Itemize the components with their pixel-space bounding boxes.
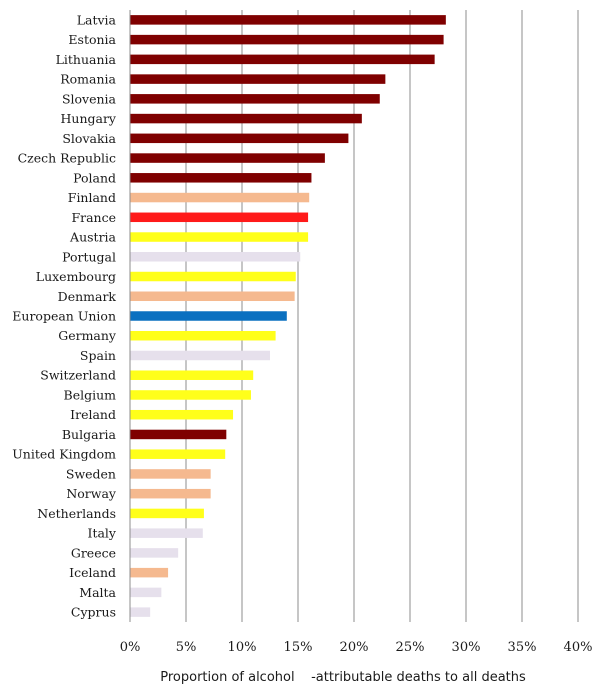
x-tick-label: 20% — [340, 640, 369, 655]
category-label: European Union — [12, 309, 116, 324]
x-tick-label: 10% — [228, 640, 257, 655]
category-label: Poland — [73, 170, 116, 185]
bar — [130, 528, 203, 538]
x-tick-labels: 0% 5% 10% 15% 20% 25% 30% 35% 40% — [120, 640, 593, 655]
bar — [130, 409, 234, 420]
category-label: Slovakia — [62, 131, 116, 146]
bar — [130, 291, 295, 302]
category-label: Greece — [71, 545, 116, 560]
bar — [130, 390, 251, 400]
bar — [130, 429, 227, 440]
category-label: Bulgaria — [62, 427, 117, 442]
x-tick-label: 5% — [176, 640, 197, 655]
bar — [130, 15, 446, 25]
bar — [130, 34, 444, 45]
bar — [130, 212, 309, 223]
category-label: Netherlands — [37, 506, 116, 521]
bar — [130, 74, 386, 84]
bars — [130, 15, 446, 617]
bar — [130, 54, 435, 65]
x-tick-label: 35% — [508, 640, 537, 655]
category-label: Portugal — [62, 249, 116, 264]
gridlines — [185, 10, 579, 622]
x-tick-label: 25% — [396, 640, 425, 655]
category-label: Sweden — [66, 466, 116, 481]
category-label: Denmark — [58, 289, 117, 304]
category-label: Lithuania — [56, 52, 117, 67]
x-tick-label: 40% — [564, 640, 593, 655]
bar — [130, 469, 211, 479]
bar — [130, 153, 325, 163]
bar — [130, 173, 312, 183]
bar — [130, 232, 309, 242]
bar — [130, 350, 270, 361]
category-label: Austria — [69, 230, 116, 245]
bar — [130, 587, 162, 598]
bar — [130, 567, 169, 578]
bar — [130, 252, 301, 262]
bar — [130, 113, 362, 124]
bar — [130, 548, 179, 558]
category-label: Romania — [60, 72, 116, 87]
category-label: Hungary — [61, 111, 117, 126]
bar — [130, 607, 151, 617]
bar — [130, 370, 254, 380]
category-label: Latvia — [77, 12, 117, 27]
category-label: Germany — [58, 328, 117, 343]
category-label: Spain — [80, 348, 116, 363]
category-label: Czech Republic — [18, 151, 116, 166]
category-label: Belgium — [64, 387, 117, 402]
x-tick-label: 30% — [452, 640, 481, 655]
bar — [130, 508, 204, 519]
category-label: Luxembourg — [36, 269, 116, 284]
category-label: Estonia — [68, 32, 116, 47]
category-label: Ireland — [70, 407, 116, 422]
category-label: Cyprus — [71, 605, 116, 620]
category-label: Iceland — [69, 565, 116, 580]
category-label: Finland — [68, 190, 116, 205]
category-label: Norway — [66, 486, 117, 501]
bar — [130, 449, 226, 459]
x-tick-label: 15% — [284, 640, 313, 655]
category-label: France — [71, 210, 116, 225]
category-label: United Kingdom — [12, 447, 116, 462]
category-label: Malta — [79, 585, 116, 600]
bar — [130, 311, 287, 321]
category-label: Slovenia — [62, 91, 117, 106]
bar — [130, 192, 310, 203]
x-axis-title: Proportion of alcohol -attributable deat… — [160, 670, 526, 685]
bar — [130, 271, 296, 282]
bar — [130, 133, 349, 144]
bar — [130, 488, 211, 499]
bar — [130, 94, 380, 104]
x-tick-label: 0% — [120, 640, 141, 655]
bar — [130, 330, 276, 341]
category-label: Switzerland — [40, 368, 116, 383]
category-label: Italy — [88, 526, 117, 541]
category-labels: Latvia Estonia Lithuania Romania Slovenia Hun… — [12, 12, 117, 619]
